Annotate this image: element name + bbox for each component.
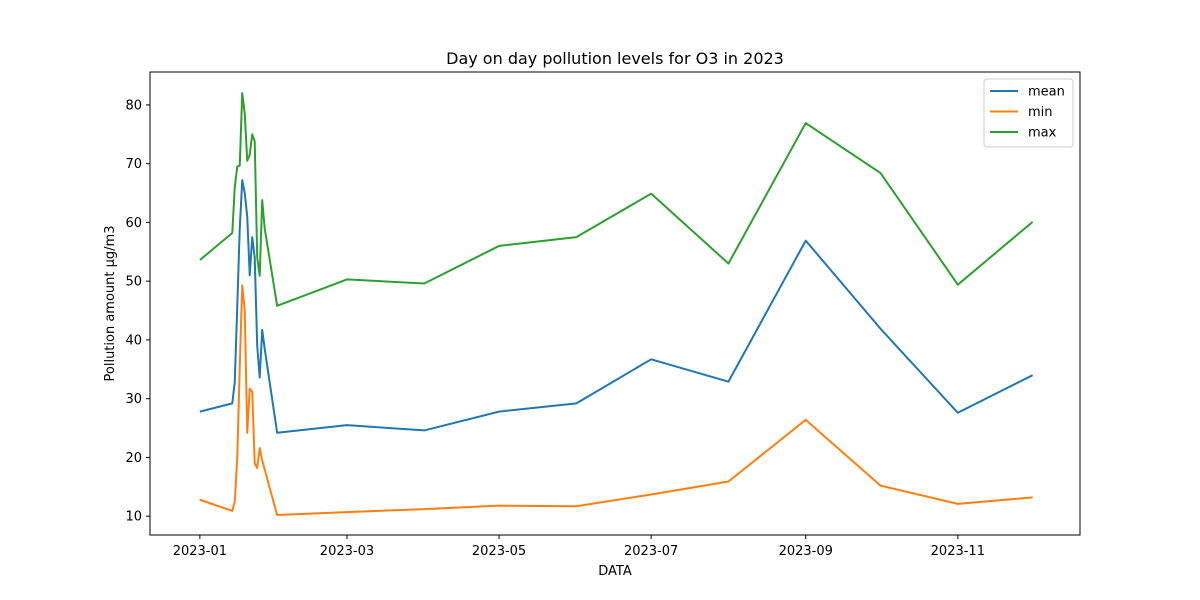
y-tick-label: 20 (125, 451, 142, 466)
x-tick-label: 2023-01 (173, 544, 227, 559)
series-line-min (199, 284, 1033, 517)
y-tick-label: 80 (125, 98, 142, 113)
y-tick-label: 70 (125, 157, 142, 172)
x-axis-label: DATA (598, 564, 632, 579)
x-axis: 2023-01 2023-03 2023-05 2023-07 2023-09 2023-… (173, 535, 985, 559)
series-layer (199, 92, 1034, 517)
x-tick-label: 2023-07 (624, 544, 678, 559)
series-line-mean (199, 179, 1034, 434)
y-axis: 10 20 30 40 50 60 70 80 (125, 98, 150, 525)
y-tick-label: 30 (125, 392, 142, 407)
y-tick-label: 60 (125, 216, 142, 231)
x-tick-label: 2023-05 (472, 544, 526, 559)
y-tick-label: 40 (125, 333, 142, 348)
x-tick-label: 2023-09 (779, 544, 833, 559)
series-line-max (199, 92, 1034, 307)
legend-label-max: max (1028, 126, 1057, 141)
x-tick-label: 2023-03 (320, 544, 374, 559)
y-tick-label: 10 (125, 510, 142, 525)
x-tick-label: 2023-11 (931, 544, 985, 559)
legend-label-mean: mean (1028, 85, 1065, 100)
y-tick-label: 50 (125, 275, 142, 290)
plot-frame (149, 71, 1081, 536)
y-axis-label: Pollution amount µg/m3 (103, 226, 118, 382)
legend-label-min: min (1028, 105, 1053, 120)
legend: mean min max (983, 78, 1074, 148)
legend-box (983, 78, 1074, 148)
chart-title: Day on day pollution levels for O3 in 20… (446, 49, 784, 68)
